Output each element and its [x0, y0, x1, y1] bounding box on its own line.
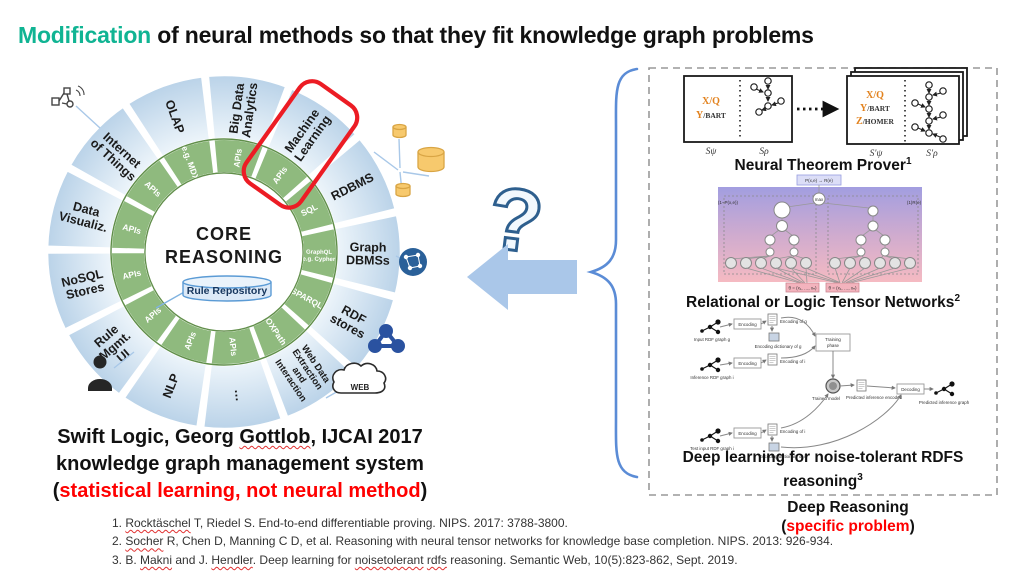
middle-connectors: ?	[467, 67, 639, 479]
icon-connector-lines	[75, 105, 401, 399]
wheel-ring-label: APIs	[227, 337, 239, 357]
web-cloud-icon: WEB	[332, 362, 387, 394]
wheel-segment-label: …	[232, 388, 247, 402]
svg-text:Encoding: Encoding	[738, 431, 757, 436]
ntp-caption: Neural Theorem Prover1	[734, 156, 912, 175]
svg-text:Encoding of g: Encoding of g	[780, 319, 807, 324]
ltn-caption: Relational or Logic Tensor Networks2	[686, 293, 960, 312]
ntp-figure: X/Q Y/BART X/Q Y/BART Z/HOMER	[683, 67, 968, 159]
graph-dbms-icon	[399, 248, 427, 276]
svg-text:θ = (x₁, …, xₙ): θ = (x₁, …, xₙ)	[829, 286, 857, 291]
svg-text:Test input RDF graph i: Test input RDF graph i	[690, 446, 734, 451]
person-icon	[88, 355, 112, 391]
ntp-left-tree	[750, 77, 785, 116]
svg-text:Encoding: Encoding	[738, 322, 757, 327]
deep-reasoning-line1: Deep Reasoning	[787, 499, 909, 516]
wheel-caption: Swift Logic, Georg Gottlob, IJCAI 2017 k…	[30, 424, 450, 505]
reference-item: 3. B. Makni and J. Hendler. Deep learnin…	[112, 552, 738, 567]
svg-text:Encoding dictionary of i: Encoding dictionary of i	[759, 454, 804, 459]
svg-text:Encoding of i: Encoding of i	[780, 359, 805, 364]
wheel-caption-line1: Swift Logic, Georg Gottlob, IJCAI 2017	[57, 426, 423, 448]
core-reasoning-label: CORE REASONING	[165, 224, 283, 267]
deep-reasoning-line2: (specific problem)	[781, 518, 915, 535]
svg-text:Sρ: Sρ	[759, 147, 769, 157]
svg-text:Encoding: Encoding	[738, 361, 757, 366]
rdfs-caption: Deep learning for noise-tolerant RDFS re…	[682, 449, 964, 491]
green-ring-outer-edge	[110, 138, 338, 366]
svg-text:max: max	[815, 197, 824, 202]
wheel-center: CORE REASONING Rule Repository	[144, 79, 360, 332]
reference-item: 2. Socher R, Chen D, Manning C D, et al.…	[112, 534, 834, 549]
title-rest: of neural methods so that they fit knowl…	[151, 22, 814, 48]
svg-text:(1−P(x,e)): (1−P(x,e))	[718, 200, 739, 205]
ltn-figure: P(x,e) → R(e) (1−P(x,e)) (1)R(e) max θ =…	[718, 174, 922, 293]
left-arrow-icon	[467, 244, 577, 310]
wheel-segment-label: GraphDBMSs	[346, 240, 390, 268]
svg-text:Encoding of i: Encoding of i	[780, 429, 805, 434]
svg-text:(1)R(e): (1)R(e)	[907, 200, 922, 205]
svg-text:Z/HOMER: Z/HOMER	[856, 116, 895, 127]
wheel-ring-label: GraphQLe.g. Cypher	[303, 250, 337, 263]
wheel-ring-label: APIs	[121, 267, 142, 281]
svg-text:phase: phase	[827, 343, 840, 348]
deep-reasoning-caption: Deep Reasoning (specific problem)	[698, 498, 998, 536]
rule-repo-leader-line	[155, 290, 187, 309]
wheel-ring-label: APIs	[121, 222, 142, 237]
wheel-icons: WEB	[51, 85, 445, 399]
references-list: 1. Rocktäschel T, Riedel S. End-to-end d…	[112, 514, 833, 569]
wheel-caption-line2: knowledge graph management system	[56, 453, 424, 475]
svg-text:X/Q: X/Q	[866, 90, 884, 101]
page-title: Modification of neural methods so that t…	[18, 22, 814, 49]
svg-text:X/Q: X/Q	[702, 96, 720, 107]
svg-text:P(x,e) → R(e): P(x,e) → R(e)	[805, 178, 833, 183]
rdfs-flowchart-figure: Input RDF graph g Encoding Encoding of g…	[690, 313, 970, 459]
svg-text:Y/BART: Y/BART	[860, 103, 890, 114]
svg-text:Inference RDF graph i: Inference RDF graph i	[690, 375, 733, 380]
svg-text:WEB: WEB	[351, 383, 370, 392]
database-cluster-icon	[392, 123, 445, 198]
svg-text:S′ψ: S′ψ	[870, 149, 884, 159]
rule-repository: Rule Repository	[182, 275, 272, 302]
svg-text:θ = (x₁, …, xₙ): θ = (x₁, …, xₙ)	[789, 286, 817, 291]
svg-text:Predicted inference graph: Predicted inference graph	[919, 400, 970, 405]
reference-item: 1. Rocktäschel T, Riedel S. End-to-end d…	[112, 516, 568, 530]
svg-text:Trained model: Trained model	[812, 396, 840, 401]
wheel-ring-label: APIs	[231, 148, 243, 168]
svg-text:S′ρ: S′ρ	[926, 149, 938, 159]
svg-text:Y/BART: Y/BART	[696, 110, 726, 121]
rdf-triple-icon	[368, 324, 405, 353]
iot-icon	[51, 85, 85, 108]
dashed-panel	[648, 67, 998, 496]
svg-text:Sψ: Sψ	[706, 147, 718, 157]
svg-text:Encoding dictionary of g: Encoding dictionary of g	[755, 344, 802, 349]
svg-text:Rule Repository: Rule Repository	[187, 285, 268, 297]
svg-text:Predicted inference encoded: Predicted inference encoded	[846, 395, 902, 400]
title-highlight: Modification	[18, 22, 152, 48]
svg-text:Decoding: Decoding	[901, 387, 920, 392]
curly-brace	[586, 67, 639, 479]
wheel-caption-line3: (statistical learning, not neural method…	[52, 480, 428, 502]
machine-learning-highlight	[241, 79, 360, 210]
svg-text:Input RDF graph g: Input RDF graph g	[694, 337, 731, 342]
svg-text:Training: Training	[825, 337, 841, 342]
ntp-right-tree	[911, 81, 947, 143]
